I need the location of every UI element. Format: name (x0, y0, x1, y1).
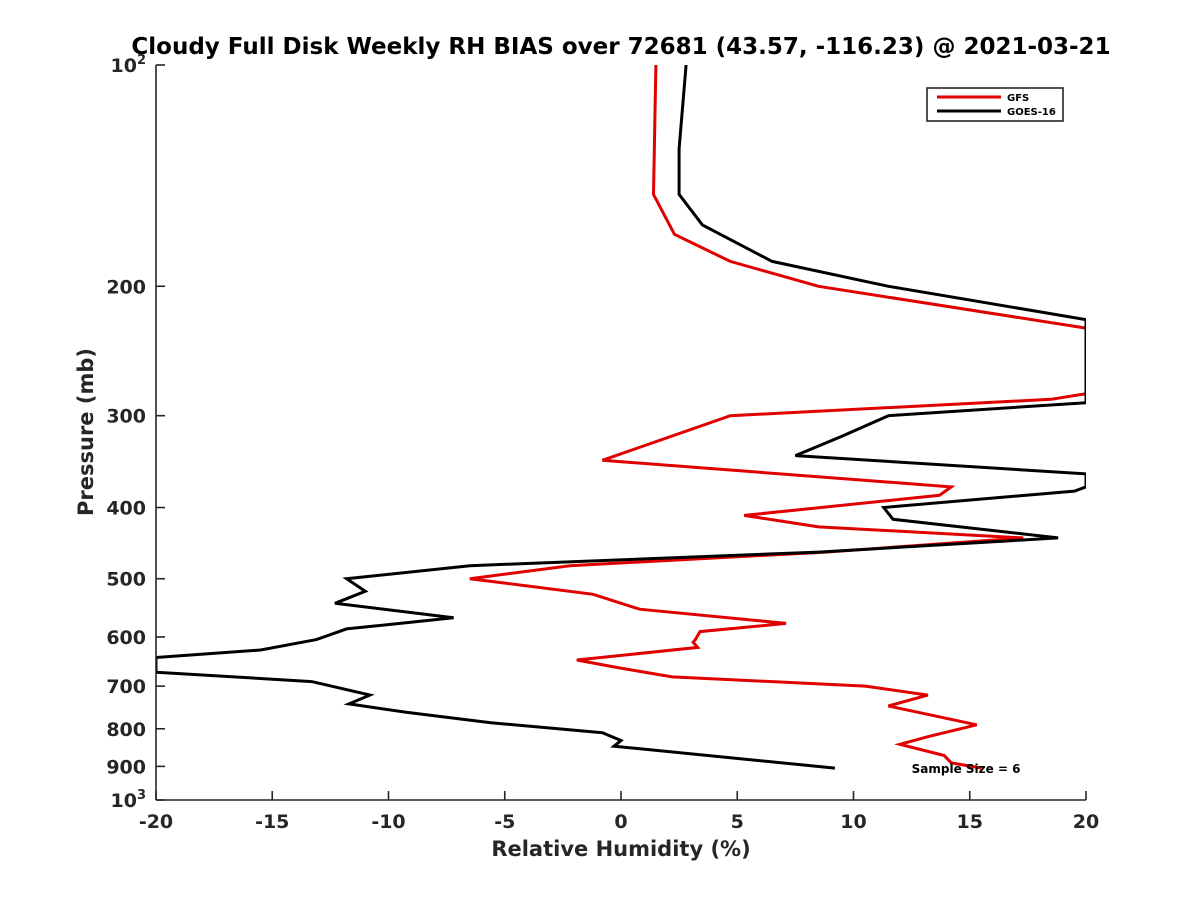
plot-area: -20 -15 -10 -5 0 5 10 15 20 102 200 300 400 500 600 700… (106, 53, 1099, 833)
series-line-1 (469, 65, 1086, 770)
x-tick-label: 5 (731, 811, 744, 833)
y-tick-label: 300 (106, 406, 146, 428)
y-tick-label: 500 (106, 569, 146, 591)
y-tick-label: 400 (106, 498, 146, 520)
annotation-sample-size: Sample Size = 6 (912, 762, 1021, 776)
x-tick-label: -10 (371, 811, 405, 833)
x-tick-label: 0 (614, 811, 627, 833)
x-tick-label: 10 (840, 811, 866, 833)
x-tick-label: 20 (1073, 811, 1099, 833)
y-tick-label: 900 (106, 756, 146, 778)
legend: GFS GOES-16 (926, 87, 1064, 122)
y-axis-label: Pressure (mb) (74, 348, 98, 516)
chart-title: Cloudy Full Disk Weekly RH BIAS over 726… (131, 34, 1110, 60)
x-axis-label: Relative Humidity (%) (491, 837, 750, 861)
y-tick-label: 200 (106, 276, 146, 298)
y-tick-label: 800 (106, 719, 146, 741)
y-tick-label: 102 (111, 53, 147, 77)
x-tick-label: -15 (255, 811, 289, 833)
y-tick-label: 700 (106, 676, 146, 698)
y-tick-label: 103 (111, 788, 147, 812)
legend-entry-label: GFS (1007, 93, 1029, 104)
x-tick-label: -5 (494, 811, 515, 833)
series-line-2 (156, 65, 1086, 770)
x-tick-label: -20 (139, 811, 173, 833)
legend-entry-label: GOES-16 (1007, 107, 1056, 118)
y-tick-label: 600 (106, 627, 146, 649)
x-tick-label: 15 (957, 811, 983, 833)
